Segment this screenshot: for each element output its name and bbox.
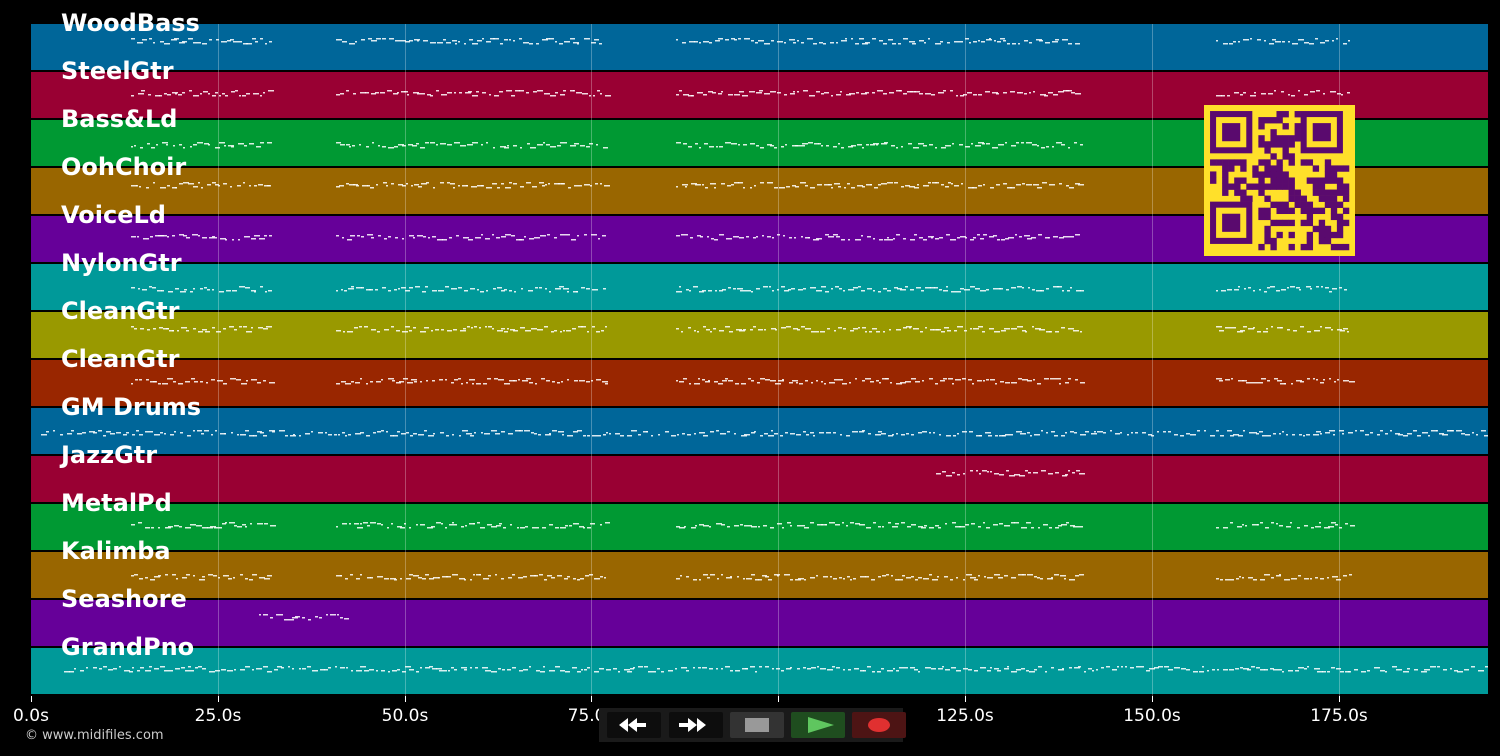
- track-lane[interactable]: [31, 552, 1488, 598]
- axis-tick-label: 25.0s: [194, 706, 242, 726]
- note-marks: [131, 522, 1355, 529]
- track-lane[interactable]: [31, 24, 1488, 70]
- track-lane[interactable]: [31, 408, 1490, 454]
- axis-tick: [1339, 696, 1340, 702]
- track-lane[interactable]: [31, 456, 1488, 502]
- stop-icon: [745, 718, 769, 732]
- track-name-label: WoodBass: [61, 9, 200, 37]
- axis-tick: [31, 696, 32, 702]
- track-name-label: OohChoir: [61, 153, 187, 181]
- track-name-label: GM Drums: [61, 393, 202, 421]
- axis-tick-label: 150.0s: [1123, 706, 1181, 726]
- track-name-label: Seashore: [61, 585, 187, 613]
- track-name-label: NylonGtr: [61, 249, 182, 277]
- axis-tick: [405, 696, 406, 702]
- transport-bar: [599, 708, 906, 742]
- play-button[interactable]: [791, 712, 845, 738]
- note-marks: [259, 614, 349, 621]
- track-name-label: Kalimba: [61, 537, 171, 565]
- note-marks: [131, 142, 1352, 149]
- axis-tick-label: 0.0s: [13, 706, 49, 726]
- track-name-label: MetalPd: [61, 489, 172, 517]
- note-marks: [131, 90, 1350, 97]
- track-lane[interactable]: [31, 312, 1488, 358]
- stop-button[interactable]: [730, 712, 784, 738]
- track-lane[interactable]: [31, 504, 1488, 550]
- note-marks: [131, 326, 1349, 333]
- track-name-label: CleanGtr: [61, 345, 180, 373]
- track-lane[interactable]: [31, 648, 1490, 694]
- play-icon: [808, 717, 834, 733]
- track-name-label: GrandPno: [61, 633, 195, 661]
- qr-code: [1204, 105, 1355, 256]
- track-lane[interactable]: [31, 600, 1488, 646]
- fast-forward-icon: [679, 718, 706, 732]
- track-name-label: Bass&Ld: [61, 105, 178, 133]
- note-marks: [131, 574, 1352, 581]
- note-marks: [64, 666, 1490, 673]
- note-marks: [131, 38, 1350, 45]
- track-name-label: SteelGtr: [61, 57, 174, 85]
- track-name-label: VoiceLd: [61, 201, 166, 229]
- note-marks: [131, 286, 1347, 293]
- record-icon: [868, 718, 890, 732]
- axis-tick: [218, 696, 219, 702]
- copyright-text: © www.midifiles.com: [25, 728, 164, 743]
- track-name-label: CleanGtr: [61, 297, 180, 325]
- axis-tick: [965, 696, 966, 702]
- note-marks: [131, 378, 1355, 385]
- rewind-button[interactable]: [607, 712, 661, 738]
- track-lane[interactable]: [31, 360, 1488, 406]
- axis-tick: [591, 696, 592, 702]
- note-marks: [131, 182, 1355, 189]
- record-button[interactable]: [852, 712, 906, 738]
- rewind-icon: [619, 718, 646, 732]
- axis-tick-label: 125.0s: [936, 706, 994, 726]
- axis-tick-label: 175.0s: [1310, 706, 1368, 726]
- axis-tick-label: 50.0s: [381, 706, 429, 726]
- track-name-label: JazzGtr: [61, 441, 158, 469]
- axis-tick: [1152, 696, 1153, 702]
- note-marks: [936, 470, 1085, 477]
- track-lane[interactable]: [31, 264, 1488, 310]
- axis-tick: [778, 696, 779, 702]
- note-marks: [41, 430, 1490, 437]
- fast-forward-button[interactable]: [669, 712, 723, 738]
